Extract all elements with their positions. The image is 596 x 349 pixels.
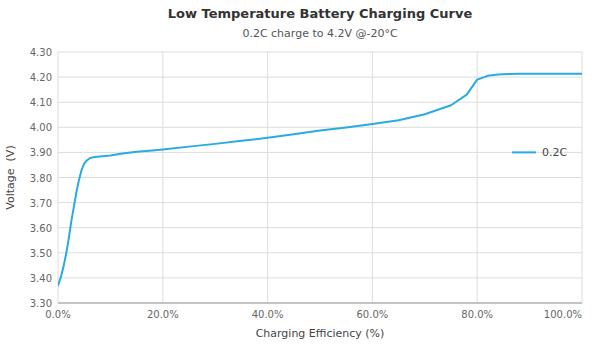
- y-grid-line: [58, 102, 582, 103]
- background: [0, 0, 596, 349]
- x-grid-line: [582, 52, 583, 303]
- line: [58, 74, 582, 286]
- x-tick-label: 40.0%: [252, 309, 284, 320]
- y-tick-label: 3.60: [30, 223, 52, 234]
- y-tick-label: 3.80: [30, 173, 52, 184]
- y-tick-label: 3.40: [30, 273, 52, 284]
- legend: 0.2C: [512, 146, 567, 159]
- y-axis-label: Voltage (V): [4, 145, 17, 209]
- y-tick-label: 3.70: [30, 198, 52, 209]
- plot-area: [58, 74, 582, 286]
- x-grid-line: [162, 52, 163, 303]
- y-tick-label: 4.00: [30, 122, 52, 133]
- y-tick-label: 3.30: [30, 298, 52, 309]
- x-tick-label: 80.0%: [461, 309, 493, 320]
- y-tick-label: 3.90: [30, 147, 52, 158]
- x-axis-label: Charging Efficiency (%): [256, 327, 385, 340]
- y-grid-line: [58, 252, 582, 253]
- x-tick-label: 100.0%: [544, 309, 582, 320]
- y-grid-line: [58, 127, 582, 128]
- x-axis-line: [58, 303, 582, 304]
- y-grid-line: [58, 227, 582, 228]
- x-grid-line: [267, 52, 268, 303]
- x-tick-label: 20.0%: [147, 309, 179, 320]
- y-tick-label: 4.30: [30, 47, 52, 58]
- title: Low Temperature Battery Charging Curve: [168, 6, 473, 21]
- subtitle: 0.2C charge to 4.2V @-20°C: [242, 27, 398, 40]
- y-tick-label: 4.10: [30, 97, 52, 108]
- chart: Low Temperature Battery Charging Curve 0.…: [0, 0, 596, 349]
- y-grid-line: [58, 177, 582, 178]
- x-tick-label: 60.0%: [357, 309, 389, 320]
- y-grid-line: [58, 303, 582, 304]
- x-tick-label: 0.0%: [45, 309, 70, 320]
- y-grid-line: [58, 52, 582, 53]
- x-grid-line: [477, 52, 478, 303]
- y-tick-label: 3.50: [30, 248, 52, 259]
- y-grid-line: [58, 77, 582, 78]
- x-grid-line: [372, 52, 373, 303]
- y-grid-line: [58, 202, 582, 203]
- x-grid-line: [58, 52, 59, 303]
- grid: [58, 52, 582, 303]
- legend-key: [512, 151, 536, 153]
- y-grid-line: [58, 277, 582, 278]
- y-tick-label: 4.20: [30, 72, 52, 83]
- legend-label: 0.2C: [542, 146, 567, 159]
